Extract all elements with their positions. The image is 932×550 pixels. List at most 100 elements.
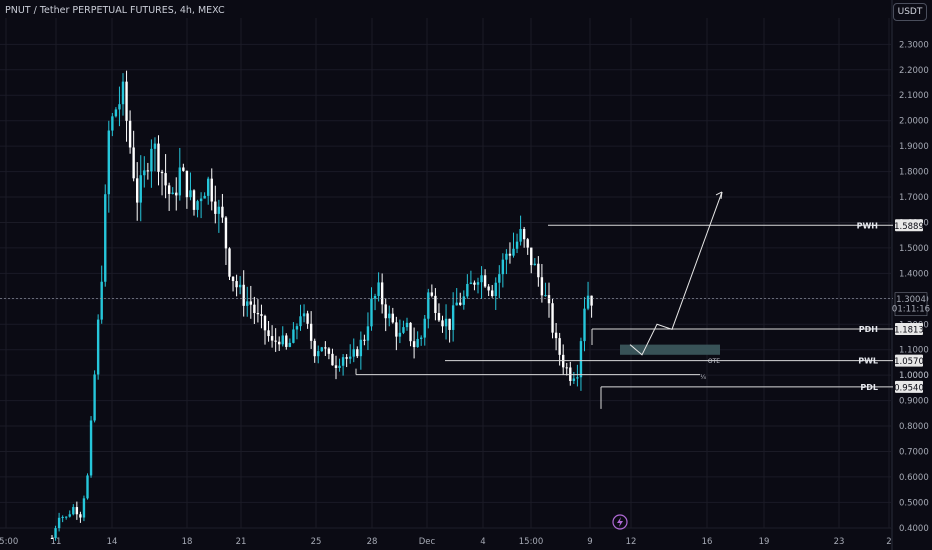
- candle-body: [192, 190, 196, 210]
- y-tick-label: 0.4000: [899, 524, 929, 534]
- candle-body: [132, 147, 135, 179]
- x-tick-label: 28: [367, 537, 378, 547]
- level-value: 1.1813: [894, 326, 924, 336]
- level-value-box: [895, 219, 923, 232]
- x-tick-label: 2: [886, 537, 891, 547]
- candle-body: [565, 367, 568, 369]
- price-label-one: 1.0000: [899, 371, 929, 381]
- candle-body: [334, 365, 338, 369]
- candle-body: [175, 192, 178, 196]
- candle-body: [157, 143, 160, 172]
- level-value: 0.9540: [894, 383, 924, 393]
- candle-body: [253, 304, 256, 314]
- candle-body: [65, 516, 68, 518]
- x-tick-label: 21: [236, 537, 247, 547]
- candle-body: [352, 349, 355, 357]
- y-tick-label: 2.0000: [899, 117, 929, 127]
- y-tick-label: 0.5000: [899, 498, 929, 508]
- candle-body: [395, 322, 398, 337]
- candle-body: [398, 332, 402, 337]
- candle-body: [260, 314, 263, 316]
- candle-body: [409, 322, 412, 342]
- zone-label: OTE: [708, 358, 720, 365]
- candle-body: [388, 313, 391, 319]
- candle-body: [366, 326, 370, 341]
- x-tick-label: 15:00: [0, 537, 18, 547]
- candle-body: [267, 330, 270, 337]
- candle-body: [54, 528, 57, 539]
- current-price-box: [894, 292, 928, 317]
- level-label: PWH: [857, 221, 878, 230]
- candle-body: [61, 516, 64, 518]
- currency-button[interactable]: USDT: [893, 3, 927, 21]
- candle-body: [331, 353, 334, 366]
- candle-body: [278, 341, 281, 345]
- candle-body: [537, 263, 540, 278]
- candle-body: [498, 274, 501, 283]
- candle-body: [189, 190, 192, 198]
- candle-body: [121, 81, 125, 105]
- candle-body: [111, 116, 114, 131]
- x-tick-label: 19: [759, 537, 770, 547]
- candle-body: [228, 248, 231, 277]
- y-tick-label: 0.7000: [899, 447, 929, 457]
- candle-body: [295, 326, 299, 330]
- candle-body: [558, 338, 561, 355]
- candle-body: [540, 277, 544, 296]
- candle-body: [125, 81, 128, 121]
- y-tick-label: 1.9000: [899, 142, 929, 152]
- candle-body: [444, 318, 448, 327]
- candle-countdown: 01:11:16: [892, 305, 930, 315]
- candle-body: [196, 201, 199, 210]
- y-tick-label: 0.9000: [899, 397, 929, 407]
- candle-body: [345, 357, 348, 359]
- candle-body: [530, 247, 533, 266]
- candle-body: [423, 318, 426, 338]
- x-tick-label: 9: [587, 537, 592, 547]
- y-tick-label: 0.6000: [899, 473, 929, 483]
- candle-body: [363, 339, 366, 341]
- candle-body: [143, 170, 146, 176]
- y-tick-label: 0.8000: [899, 422, 929, 432]
- candle-body: [288, 342, 292, 347]
- candle-body: [483, 275, 487, 287]
- projection-arrowhead: [715, 191, 723, 200]
- candle-body: [185, 170, 189, 198]
- candle-body: [480, 275, 483, 283]
- candle-body: [86, 475, 89, 499]
- candle-body: [270, 336, 274, 341]
- candle-body: [171, 192, 174, 194]
- candle-body: [153, 143, 157, 149]
- candle-body: [459, 302, 462, 305]
- candle-body: [501, 259, 505, 275]
- candle-body: [380, 282, 384, 305]
- chart-title: PNUT / Tether PERPETUAL FUTURES, 4h, MEX…: [5, 5, 225, 16]
- candle-body: [590, 295, 593, 306]
- candle-body: [313, 340, 316, 357]
- candle-body: [405, 322, 409, 328]
- candle-body: [231, 276, 235, 282]
- candle-body: [203, 195, 206, 199]
- candle-body: [427, 292, 430, 319]
- candle-body: [309, 323, 313, 341]
- candle-body: [306, 313, 309, 324]
- candle-body: [402, 327, 405, 333]
- level-value-box: [895, 380, 923, 393]
- x-tick-label: 14: [107, 537, 118, 547]
- candle-body: [324, 347, 327, 349]
- candle-body: [327, 348, 331, 354]
- candle-body: [146, 170, 150, 172]
- candle-body: [107, 130, 110, 195]
- candle-body: [451, 305, 455, 330]
- candle-body: [210, 178, 213, 202]
- candle-body: [118, 104, 121, 110]
- projection-line: [629, 191, 723, 356]
- candle-body: [441, 320, 444, 327]
- y-tick-label: 1.1000: [899, 346, 929, 356]
- candle-body: [448, 318, 451, 330]
- candle-body: [150, 148, 153, 172]
- candle-body: [586, 295, 590, 309]
- y-tick-label: 1.8000: [899, 168, 929, 178]
